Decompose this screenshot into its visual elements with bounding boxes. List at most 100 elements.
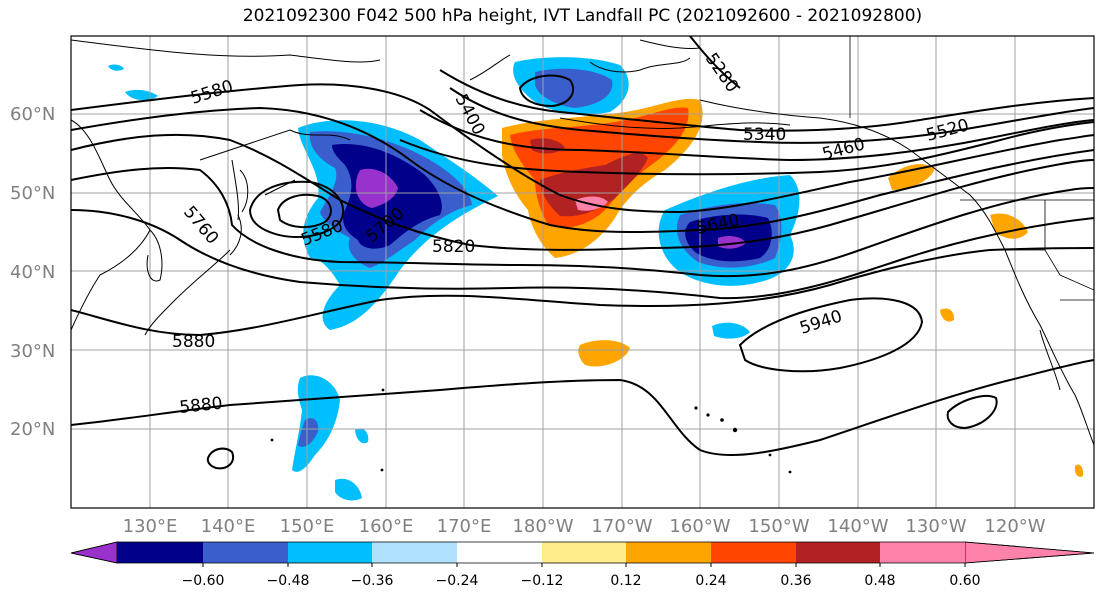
lon-label-120w: 120°W [984, 516, 1045, 537]
lat-label-20n: 20°N [10, 419, 55, 440]
borders [849, 36, 1094, 301]
contour-label-5880-main: 5880 [172, 332, 215, 352]
contour-5340 [439, 69, 1094, 132]
anomaly-ne-pacific-purple [718, 235, 746, 249]
contour-5460 [419, 109, 1094, 162]
colorbar-tick-label-1: −0.60 [182, 573, 225, 589]
coast-japan [144, 169, 249, 336]
contour-5280 [689, 36, 741, 89]
colorbar-bin-3 [288, 542, 372, 563]
anomaly-west-pacific-purple [355, 168, 398, 208]
colorbar-tick-label-9: 0.48 [864, 573, 895, 589]
coast-kamchatka [199, 129, 351, 161]
colorbar-tick-label-6: 0.12 [610, 573, 641, 589]
coast-alaska-west [589, 57, 691, 73]
colorbar-tick-label-4: −0.24 [436, 573, 479, 589]
lon-label-180w: 180°W [512, 516, 573, 537]
colorbar-bin-4 [372, 542, 457, 563]
anomaly-patch-orange-3 [990, 213, 1028, 239]
lon-label-160e: 160°E [359, 516, 414, 537]
colorbar-bin-5 [457, 542, 542, 563]
coast-east-asia [71, 119, 151, 331]
colorbar-bin-8 [711, 542, 796, 563]
contour-low-center-2 [276, 193, 332, 228]
map-frame [70, 35, 1095, 509]
contour-5760 [71, 167, 1094, 278]
colorbar-tick-label-2: −0.48 [267, 573, 310, 589]
coast-alaska-south [699, 99, 911, 151]
lon-label-170e: 170°E [437, 516, 492, 537]
contour-label-5820: 5820 [432, 237, 475, 257]
contour-label-5880-south: 5880 [178, 394, 223, 418]
contour-5880-south [71, 359, 1094, 456]
coast-korea [146, 229, 163, 282]
lon-label-140e: 140°E [201, 516, 256, 537]
contour-label-5340: 5340 [743, 125, 786, 145]
contour-5580-north [71, 83, 1094, 214]
coastlines [71, 39, 1094, 446]
height-contours [71, 36, 1094, 470]
anomaly-central-pacific-darkred [540, 153, 648, 217]
colorbar-bin-7 [626, 542, 711, 563]
colorbar-bin-10 [880, 542, 965, 563]
anomaly-patch-orange-2 [888, 164, 935, 190]
lat-label-40n: 40°N [10, 262, 55, 283]
anomaly-patch-orange-1 [578, 340, 630, 367]
contour-5520 [399, 121, 1094, 176]
contour-5940 [738, 297, 924, 373]
longitude-labels: 130°E 140°E 150°E 160°E 170°E 180°W 170°… [123, 516, 1046, 537]
coast-bering-asia [469, 54, 511, 81]
anomaly-patch-skyblue-6 [125, 89, 158, 101]
lon-label-140w: 140°W [827, 516, 888, 537]
anomaly-patch-skyblue-1 [712, 322, 750, 339]
lat-label-30n: 30°N [10, 341, 55, 362]
anomaly-patch-skyblue-4 [355, 428, 369, 444]
lon-label-150e: 150°E [280, 516, 335, 537]
lon-label-150w: 150°W [748, 516, 809, 537]
latitude-labels: 60°N 50°N 40°N 30°N 20°N [10, 104, 55, 440]
contour-low-center-1 [248, 180, 345, 238]
coast-alaska-north [639, 39, 701, 49]
lon-label-160w: 160°W [669, 516, 730, 537]
contour-5640 [71, 106, 1094, 234]
colorbar-tick-label-3: −0.36 [351, 573, 394, 589]
anomaly-patch-skyblue-3 [335, 478, 362, 501]
coast-siberia-east [71, 39, 381, 63]
colorbar-bin-6 [542, 542, 626, 563]
contour-5400 [449, 87, 1094, 144]
contour-label-5520: 5520 [924, 115, 971, 146]
coast-sakhalin [231, 159, 239, 221]
anomaly-patch-orange-4 [940, 308, 955, 322]
lon-label-130e: 130°E [123, 516, 178, 537]
colorbar-extend-left [70, 541, 118, 564]
contour-5700 [71, 133, 1094, 251]
colorbar-tick-label-10: 0.60 [949, 573, 980, 589]
contour-label-5580-nw: 5580 [188, 76, 235, 108]
contour-label-5400: 5400 [451, 91, 489, 139]
colorbar-tick-label-7: 0.24 [695, 573, 726, 589]
colorbar-extend-right [964, 541, 1095, 564]
anomaly-patch-skyblue-5 [108, 64, 124, 71]
lat-label-50n: 50°N [10, 183, 55, 204]
islands [270, 388, 792, 474]
colorbar: −0.60 −0.48 −0.36 −0.24 −0.12 0.12 0.24 … [70, 541, 1095, 589]
colorbar-tick-label-5: −0.12 [521, 573, 564, 589]
colorbar-outline [70, 541, 1095, 564]
contour-small-closed-1 [206, 447, 234, 470]
anomaly-patch-orange-5 [1074, 464, 1084, 477]
contour-label-5280: 5280 [701, 49, 742, 96]
contour-bering-low [518, 74, 575, 108]
lon-label-130w: 130°W [905, 516, 966, 537]
lon-label-170w: 170°W [591, 516, 652, 537]
colorbar-ticks [202, 563, 966, 567]
colorbar-tick-label-8: 0.36 [780, 573, 811, 589]
contour-5820 [71, 209, 1094, 300]
contour-5880-main [71, 247, 1094, 337]
coast-north-america [909, 149, 1094, 446]
anomaly-patch-blue-2 [298, 418, 319, 447]
coast-baja [1039, 329, 1061, 391]
coast-aleutians [559, 117, 791, 129]
map-title: 2021092300 F042 500 hPa height, IVT Land… [242, 6, 923, 26]
contour-label-5760: 5760 [179, 202, 222, 248]
